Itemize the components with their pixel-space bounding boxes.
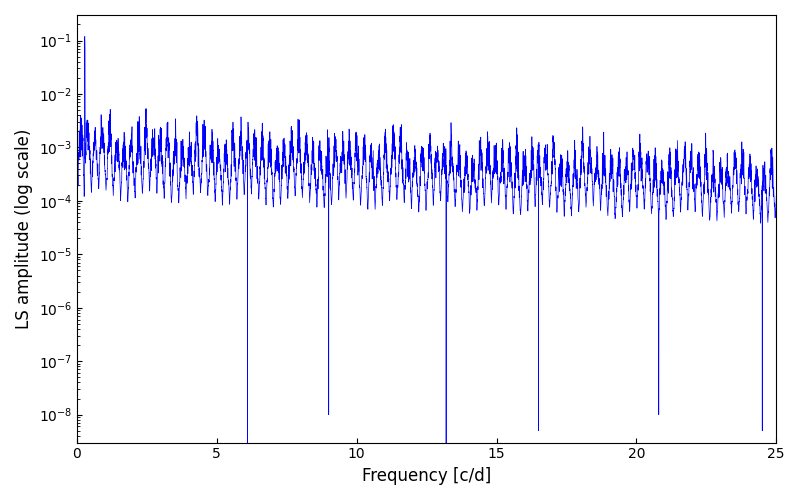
Y-axis label: LS amplitude (log scale): LS amplitude (log scale) <box>15 128 33 329</box>
X-axis label: Frequency [c/d]: Frequency [c/d] <box>362 467 491 485</box>
